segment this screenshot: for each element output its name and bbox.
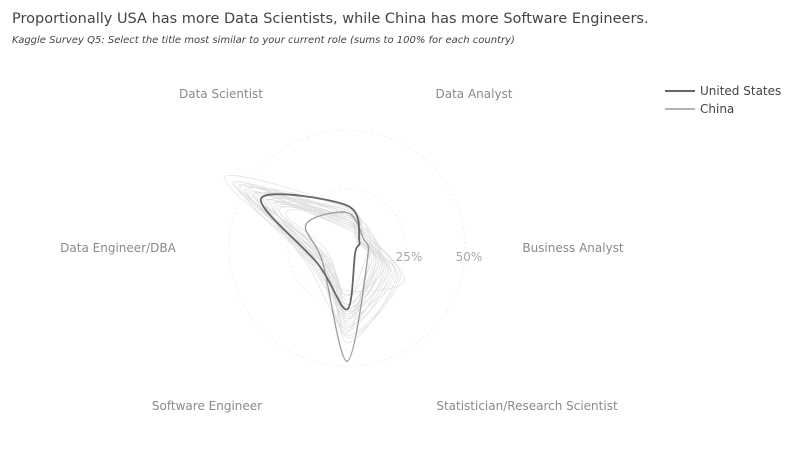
legend-item-united-states[interactable]: United States <box>665 84 781 98</box>
chart-subtitle: Kaggle Survey Q5: Select the title most … <box>12 35 515 46</box>
series-line-united-states[interactable] <box>260 193 361 311</box>
axis-label-statistician-research-scientist: Statistician/Research Scientist <box>436 399 618 413</box>
radial-tick-labels: 25% 50% <box>396 250 483 264</box>
background-trace-22 <box>238 184 379 310</box>
background-trace-15 <box>266 197 375 308</box>
legend-label-china: China <box>700 102 734 116</box>
background-trace-20 <box>246 187 377 306</box>
legend: United States China <box>665 84 781 116</box>
axis-label-business-analyst: Business Analyst <box>522 241 624 255</box>
background-trace-19 <box>262 198 387 317</box>
axis-label-data-engineer-dba: Data Engineer/DBA <box>60 241 176 255</box>
grid-circle-2 <box>228 129 466 367</box>
legend-item-china[interactable]: China <box>665 102 734 116</box>
series-line-china[interactable] <box>304 211 370 362</box>
background-trace-18 <box>254 192 371 322</box>
axis-label-data-analyst: Data Analyst <box>435 87 512 101</box>
radial-grid <box>228 129 466 367</box>
radial-tick-label-2: 50% <box>456 250 483 264</box>
axis-label-data-scientist: Data Scientist <box>179 87 263 101</box>
axis-label-software-engineer: Software Engineer <box>152 399 262 413</box>
background-trace-16 <box>232 180 385 296</box>
grid-circle-1 <box>287 188 407 308</box>
background-country-traces <box>223 175 405 343</box>
legend-label-united-states: United States <box>700 84 781 98</box>
chart-title: Proportionally USA has more Data Scienti… <box>12 11 649 27</box>
radial-tick-label-1: 25% <box>396 250 423 264</box>
axis-labels: Data Scientist Data Analyst Business Analy… <box>60 87 624 413</box>
highlighted-series <box>260 193 370 362</box>
